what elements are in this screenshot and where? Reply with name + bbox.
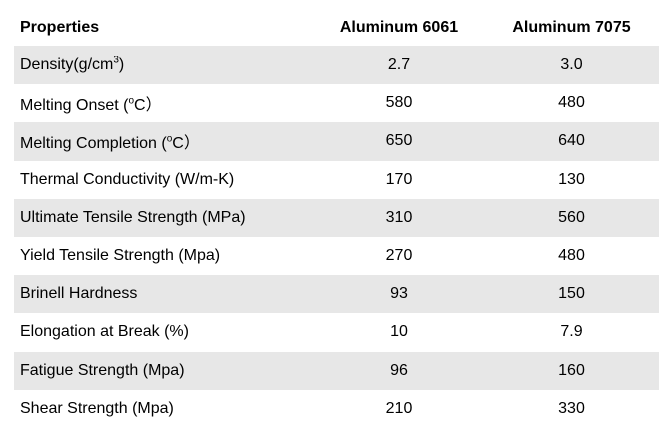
value-7075: 480 (558, 94, 585, 112)
row-label: Shear Strength (Mpa) (20, 399, 174, 417)
value-7075: 130 (558, 170, 585, 188)
table-header-row: Properties Aluminum 6061 Aluminum 7075 (14, 10, 659, 46)
row-label: Fatigue Strength (Mpa) (20, 361, 185, 379)
value-7075: 640 (558, 132, 585, 150)
row-label: Yield Tensile Strength (Mpa) (20, 247, 221, 265)
value-7075: 150 (558, 285, 585, 303)
value-6061: 210 (385, 399, 413, 417)
row-label: Melting Completion (oC） (20, 134, 200, 153)
row-label: Melting Onset (oC） (20, 95, 162, 115)
value-6061: 270 (385, 247, 413, 265)
header-properties: Properties (20, 19, 100, 36)
value-7075: 160 (558, 361, 585, 379)
table-row: Density(g/cm3) 2.7 3.0 (14, 46, 659, 85)
table-row: Yield Tensile Strength (Mpa) 270 480 (14, 237, 659, 275)
value-6061: 310 (385, 208, 413, 226)
row-label: Elongation at Break (%) (20, 323, 189, 341)
value-6061: 93 (390, 285, 408, 303)
table-row: Melting Completion (oC） 650 640 (14, 122, 659, 161)
header-aluminum-7075: Aluminum 7075 (512, 19, 631, 36)
value-6061: 96 (390, 361, 408, 379)
value-7075: 330 (558, 399, 585, 417)
value-6061: 580 (385, 94, 413, 112)
row-label: Density(g/cm3) (20, 56, 125, 74)
value-7075: 3.0 (560, 56, 583, 74)
table-row: Thermal Conductivity (W/m-K) 170 130 (14, 161, 659, 199)
table-row: Melting Onset (oC） 580 480 (14, 84, 659, 122)
properties-table: Properties Aluminum 6061 Aluminum 7075 D… (14, 0, 659, 428)
table-row: Shear Strength (Mpa) 210 330 (14, 390, 659, 428)
value-6061: 10 (390, 323, 408, 341)
header-aluminum-6061: Aluminum 6061 (339, 19, 459, 36)
value-6061: 2.7 (387, 56, 411, 74)
table-row: Brinell Hardness 93 150 (14, 275, 659, 314)
row-label: Thermal Conductivity (W/m-K) (20, 170, 235, 188)
value-6061: 170 (385, 170, 413, 188)
table-row: Elongation at Break (%) 10 7.9 (14, 313, 659, 351)
table-row: Fatigue Strength (Mpa) 96 160 (14, 351, 659, 390)
table-row: Ultimate Tensile Strength (MPa) 310 560 (14, 198, 659, 237)
row-label: Brinell Hardness (20, 285, 138, 303)
value-6061: 650 (385, 132, 413, 150)
value-7075: 7.9 (560, 323, 583, 341)
row-label: Ultimate Tensile Strength (MPa) (20, 208, 246, 226)
value-7075: 480 (558, 247, 585, 265)
value-7075: 560 (558, 208, 585, 226)
